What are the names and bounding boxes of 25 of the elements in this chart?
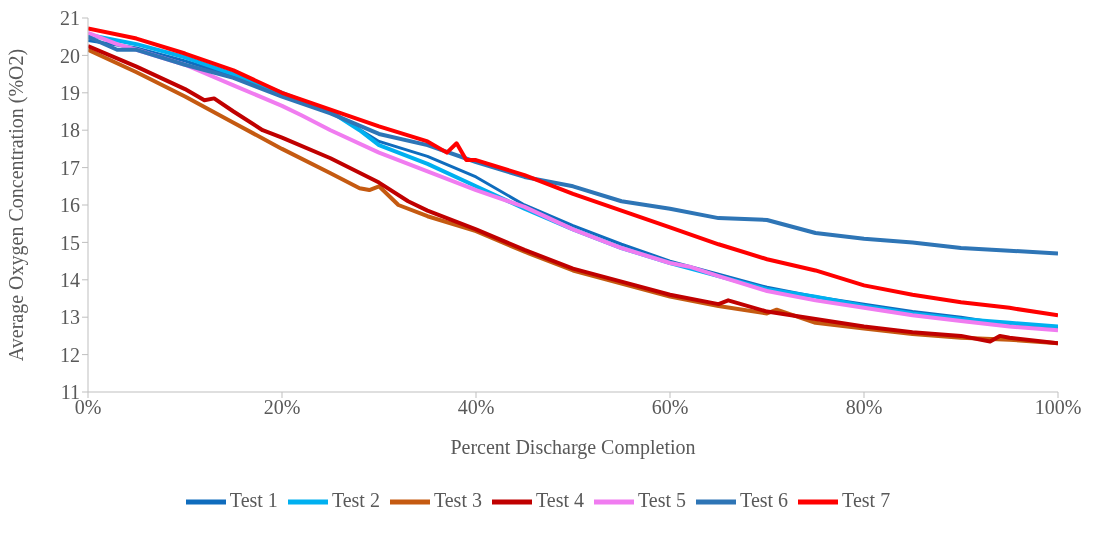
x-tick-label: 80% [845,396,883,419]
y-axis-title: Average Oxygen Concentration (%O2) [5,48,29,362]
x-tick-label: 100% [1034,396,1082,419]
y-tick-label: 15 [60,231,80,254]
legend-label: Test 7 [842,488,891,511]
legend-label: Test 3 [433,488,482,511]
x-axis-title: Percent Discharge Completion [450,436,696,459]
legend-label: Test 6 [740,488,789,511]
legend-label: Test 4 [535,488,585,511]
y-tick-label: 12 [60,343,80,366]
y-tick-label: 18 [60,119,80,142]
y-tick-label: 14 [60,268,80,291]
y-tick-label: 20 [60,44,80,67]
y-tick-label: 17 [60,156,80,179]
legend-label: Test 1 [229,488,278,511]
x-tick-label: 40% [457,396,495,419]
y-tick-label: 21 [60,7,80,30]
y-tick-label: 13 [60,306,80,329]
x-tick-label: 60% [651,396,689,419]
y-tick-label: 16 [60,194,80,217]
legend-label: Test 5 [638,488,687,511]
line-series [88,34,1058,256]
legend-label: Test 2 [331,488,380,511]
y-tick-label: 19 [60,81,80,104]
x-tick-label: 20% [263,396,301,419]
